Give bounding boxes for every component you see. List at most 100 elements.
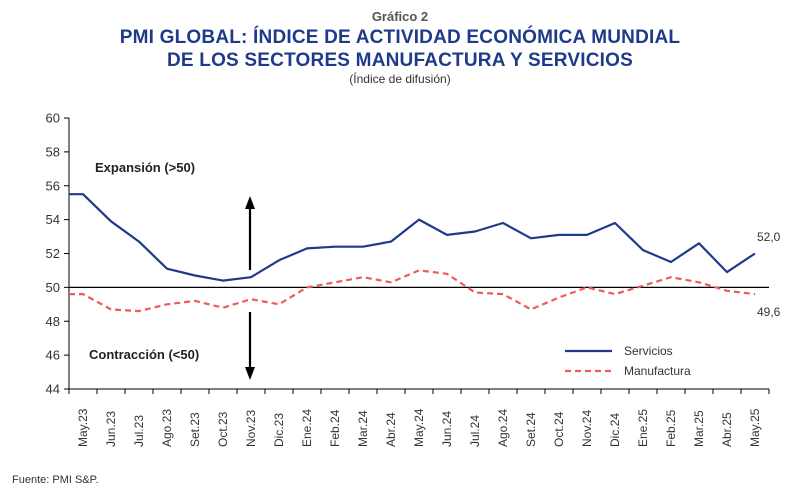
- chart-subtitle: (Índice de difusión): [349, 72, 451, 86]
- data-point-servicios: [110, 220, 112, 222]
- data-point-servicios: [418, 219, 420, 221]
- data-point-manufactura: [614, 293, 616, 295]
- expansion-arrow-icon: [245, 196, 255, 270]
- x-tick-label: Ago.24: [496, 409, 510, 447]
- data-point-servicios: [642, 249, 644, 251]
- y-tick-label: 52: [46, 246, 60, 261]
- data-point-servicios: [278, 259, 280, 261]
- data-point-servicios: [754, 253, 756, 255]
- x-tick-label: Feb.25: [664, 409, 678, 447]
- data-point-manufactura: [754, 293, 756, 295]
- data-point-servicios: [530, 237, 532, 239]
- data-point-manufactura: [474, 292, 476, 294]
- last-value-manufactura: 49,6: [757, 305, 781, 319]
- series-line-servicios: [69, 193, 756, 282]
- data-point-servicios: [446, 234, 448, 236]
- x-tick-label: May.23: [76, 408, 90, 447]
- data-point-servicios: [698, 242, 700, 244]
- data-point-manufactura: [698, 281, 700, 283]
- data-point-servicios: [306, 247, 308, 249]
- data-point-manufactura: [726, 290, 728, 292]
- y-tick-label: 46: [46, 348, 60, 363]
- x-tick-label: Ago.23: [160, 409, 174, 447]
- data-point-manufactura: [530, 308, 532, 310]
- y-tick-label: 48: [46, 314, 60, 329]
- data-point-manufactura: [82, 293, 84, 295]
- y-tick-label: 44: [46, 382, 60, 397]
- y-tick-label: 60: [46, 111, 60, 126]
- x-tick-label: Oct.24: [552, 411, 566, 447]
- data-point-servicios: [558, 234, 560, 236]
- x-tick-label: May.24: [412, 408, 426, 447]
- data-point-manufactura: [642, 285, 644, 287]
- x-tick-label: Set.23: [188, 412, 202, 447]
- x-tick-label: Jul.24: [468, 415, 482, 447]
- chart-title-line-1: PMI GLOBAL: ÍNDICE DE ACTIVIDAD ECONÓMIC…: [119, 27, 681, 48]
- source-note: Fuente: PMI S&P.: [12, 474, 99, 486]
- last-value-servicios: 52,0: [757, 230, 781, 244]
- legend-label-manufactura: Manufactura: [624, 364, 691, 378]
- data-point-manufactura: [418, 269, 420, 271]
- data-point-manufactura: [558, 297, 560, 299]
- chart-kicker: Gráfico 2: [371, 9, 429, 24]
- data-point-manufactura: [110, 308, 112, 310]
- data-point-manufactura: [586, 286, 588, 288]
- y-tick-label: 54: [46, 212, 60, 227]
- data-point-servicios: [726, 271, 728, 273]
- x-tick-label: Abr.24: [384, 412, 398, 447]
- x-tick-label: Jul.23: [132, 415, 146, 447]
- data-point-servicios: [502, 222, 504, 224]
- y-tick-label: 56: [46, 178, 60, 193]
- x-tick-label: Oct.23: [216, 411, 230, 447]
- x-tick-label: Set.24: [524, 412, 538, 447]
- contraction-arrow-icon: [245, 312, 255, 380]
- x-tick-label: Nov.23: [244, 410, 258, 447]
- legend: Servicios Manufactura: [565, 344, 691, 378]
- data-point-servicios: [250, 276, 252, 278]
- x-tick-label: Dic.24: [608, 413, 622, 447]
- x-tick-label: Feb.24: [328, 409, 342, 447]
- data-point-manufactura: [502, 293, 504, 295]
- y-tick-label: 58: [46, 144, 60, 159]
- data-point-manufactura: [390, 281, 392, 283]
- data-point-servicios: [166, 268, 168, 270]
- data-point-servicios: [390, 241, 392, 243]
- data-point-servicios: [362, 246, 364, 248]
- x-tick-label: Dic.23: [272, 413, 286, 447]
- data-point-manufactura: [138, 310, 140, 312]
- legend-label-servicios: Servicios: [624, 344, 673, 358]
- data-point-manufactura: [362, 276, 364, 278]
- data-point-servicios: [138, 241, 140, 243]
- x-tick-label: Ene.24: [300, 409, 314, 447]
- x-tick-label: Mar.25: [692, 410, 706, 447]
- x-tick-label: Nov.24: [580, 410, 594, 447]
- data-point-manufactura: [222, 307, 224, 309]
- series-lines: [69, 193, 756, 313]
- contraction-label: Contracción (<50): [89, 347, 199, 362]
- data-point-servicios: [614, 222, 616, 224]
- data-point-manufactura: [670, 276, 672, 278]
- data-point-servicios: [222, 280, 224, 282]
- data-point-servicios: [194, 275, 196, 277]
- expansion-label: Expansión (>50): [95, 160, 195, 175]
- data-point-manufactura: [194, 300, 196, 302]
- x-tick-label: Abr.25: [720, 412, 734, 447]
- chart-title-line-2: DE LOS SECTORES MANUFACTURA Y SERVICIOS: [167, 50, 633, 71]
- x-axis: May.23 Jun.23 Jul.23 Ago.23 Set.23 Oct.23 Nov.…: [68, 388, 770, 447]
- series-line-manufactura: [69, 269, 756, 313]
- x-tick-label: Mar.24: [356, 410, 370, 447]
- x-tick-label: Ene.25: [636, 409, 650, 447]
- data-point-manufactura: [250, 298, 252, 300]
- x-tick-label: Jun.24: [440, 411, 454, 447]
- data-point-manufactura: [166, 303, 168, 305]
- data-point-servicios: [474, 231, 476, 233]
- data-point-servicios: [334, 246, 336, 248]
- data-point-servicios: [670, 261, 672, 263]
- data-point-manufactura: [334, 281, 336, 283]
- data-point-manufactura: [446, 273, 448, 275]
- x-tick-label: May.25: [748, 408, 762, 447]
- data-point-servicios: [586, 234, 588, 236]
- x-tick-label: Jun.23: [104, 411, 118, 447]
- y-axis: 44 46 48 50 52 54 56 58 60: [46, 111, 769, 397]
